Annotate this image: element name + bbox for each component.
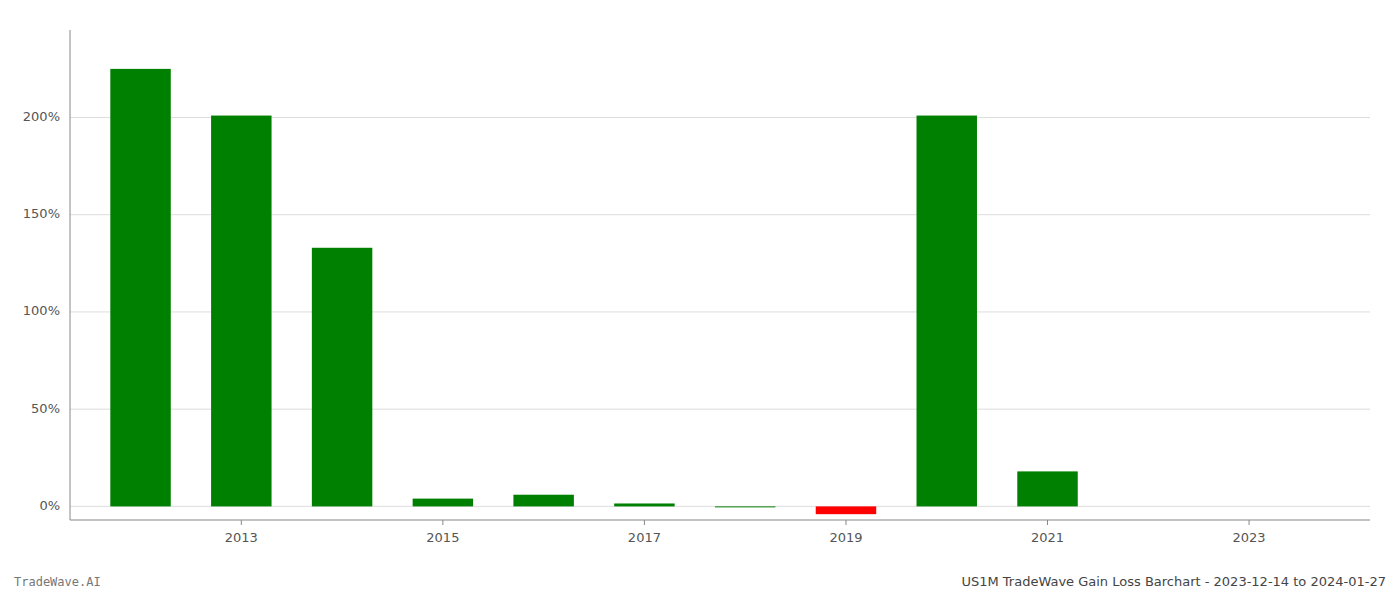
x-tick	[442, 520, 443, 525]
x-tick-label: 2013	[225, 530, 258, 545]
x-tick	[1047, 520, 1048, 525]
x-tick-label: 2023	[1233, 530, 1266, 545]
x-axis-line	[70, 519, 1370, 520]
y-tick-label: 50%	[31, 401, 60, 416]
x-tick	[845, 520, 846, 525]
x-tick-label: 2015	[426, 530, 459, 545]
y-axis-line	[70, 30, 71, 520]
y-axis: 0% 50% 100% 150% 200%	[23, 109, 60, 513]
y-tick-label: 0%	[39, 498, 60, 513]
bar	[513, 495, 573, 507]
chart: 0% 50% 100% 150% 200% 2013 2015 2017 2019 2021 202…	[0, 0, 1400, 600]
bar	[312, 248, 372, 507]
bar	[816, 506, 876, 514]
y-tick-label: 100%	[23, 303, 60, 318]
y-tick-label: 200%	[23, 109, 60, 124]
x-tick-label: 2019	[829, 530, 862, 545]
watermark: TradeWave.AI	[14, 575, 101, 589]
x-axis: 2013 2015 2017 2019 2021 2023	[225, 520, 1266, 545]
title: US1M TradeWave Gain Loss Barchart - 2023…	[961, 574, 1386, 589]
bar	[1118, 506, 1178, 507]
bar	[614, 503, 674, 506]
bar	[211, 116, 271, 507]
bar	[110, 69, 170, 507]
x-tick-label: 2017	[628, 530, 661, 545]
x-tick	[1249, 520, 1250, 525]
bars	[110, 69, 1077, 514]
bar	[1017, 471, 1077, 506]
bar	[715, 506, 775, 508]
x-tick	[241, 520, 242, 525]
bar	[413, 499, 473, 507]
bar	[1219, 506, 1279, 507]
bar	[917, 116, 977, 507]
y-tick-label: 150%	[23, 206, 60, 221]
x-tick-label: 2021	[1031, 530, 1064, 545]
x-tick	[644, 520, 645, 525]
